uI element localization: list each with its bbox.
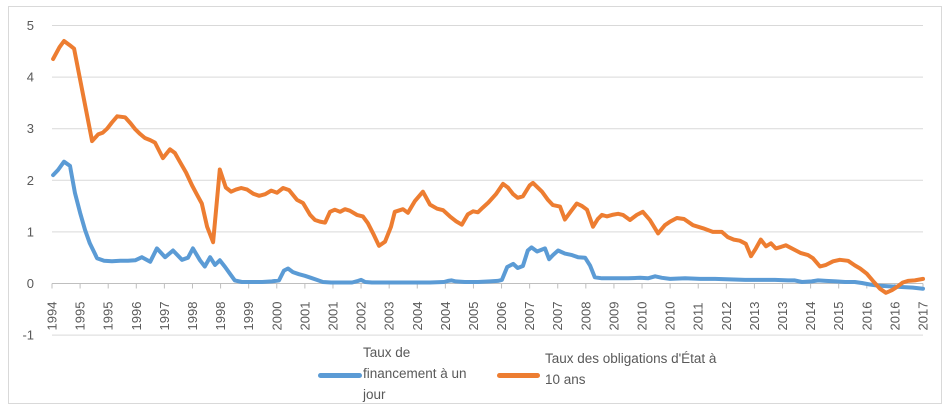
series-line-10y-bond <box>51 39 925 295</box>
x-tick-label: 2002 <box>354 302 369 331</box>
chart-frame[interactable] <box>8 6 942 404</box>
y-tick-label: 5 <box>27 18 34 33</box>
grid-layer <box>52 25 923 336</box>
x-tick-label: 2011 <box>691 303 706 331</box>
axis-label-layer: 5 4 3 2 1 0 -1 1994 1995 1995 1996 1997 1998 1998 1999… <box>22 18 930 343</box>
x-tick-label: 2006 <box>494 302 509 331</box>
x-tick-label: 2007 <box>550 302 565 331</box>
x-tick-label: 2007 <box>522 302 537 331</box>
x-tick-label: 2005 <box>466 302 481 331</box>
x-tick-label: 1995 <box>73 302 88 331</box>
x-tick-label: 2014 <box>803 302 818 331</box>
tick-layer <box>51 283 924 289</box>
x-tick-label: 1999 <box>241 302 256 331</box>
series-layer <box>51 39 925 295</box>
x-tick-label: 2017 <box>916 302 931 331</box>
y-tick-label: -1 <box>22 328 34 343</box>
x-tick-label: 2004 <box>410 302 425 331</box>
x-tick-label: 2003 <box>382 302 397 331</box>
x-tick-label: 2009 <box>606 302 621 331</box>
y-tick-label: 0 <box>27 276 34 291</box>
x-tick-label: 2012 <box>719 302 734 331</box>
x-tick-label: 1998 <box>213 302 228 331</box>
y-tick-label: 2 <box>27 173 34 188</box>
x-tick-label: 2016 <box>859 302 874 331</box>
x-tick-label: 2000 <box>269 302 284 331</box>
x-tick-label: 1994 <box>45 302 60 331</box>
x-tick-label: 2004 <box>438 302 453 331</box>
x-tick-label: 1998 <box>185 302 200 331</box>
x-tick-label: 2010 <box>663 302 678 331</box>
x-tick-label: 2001 <box>297 302 312 331</box>
x-tick-label: 2015 <box>831 302 846 331</box>
x-tick-label: 2001 <box>325 302 340 331</box>
x-tick-label: 1995 <box>101 302 116 331</box>
x-tick-label: 2010 <box>635 302 650 331</box>
x-tick-label: 2016 <box>887 302 902 331</box>
x-tick-label: 2013 <box>775 302 790 331</box>
x-tick-label: 2008 <box>578 302 593 331</box>
series-line-overnight-rate <box>51 159 925 291</box>
y-tick-label: 3 <box>27 121 34 136</box>
y-tick-label: 4 <box>27 70 34 85</box>
x-tick-label: 2013 <box>747 302 762 331</box>
y-tick-label: 1 <box>27 224 34 239</box>
x-tick-label: 1997 <box>157 302 172 331</box>
x-tick-label: 1996 <box>129 302 144 331</box>
